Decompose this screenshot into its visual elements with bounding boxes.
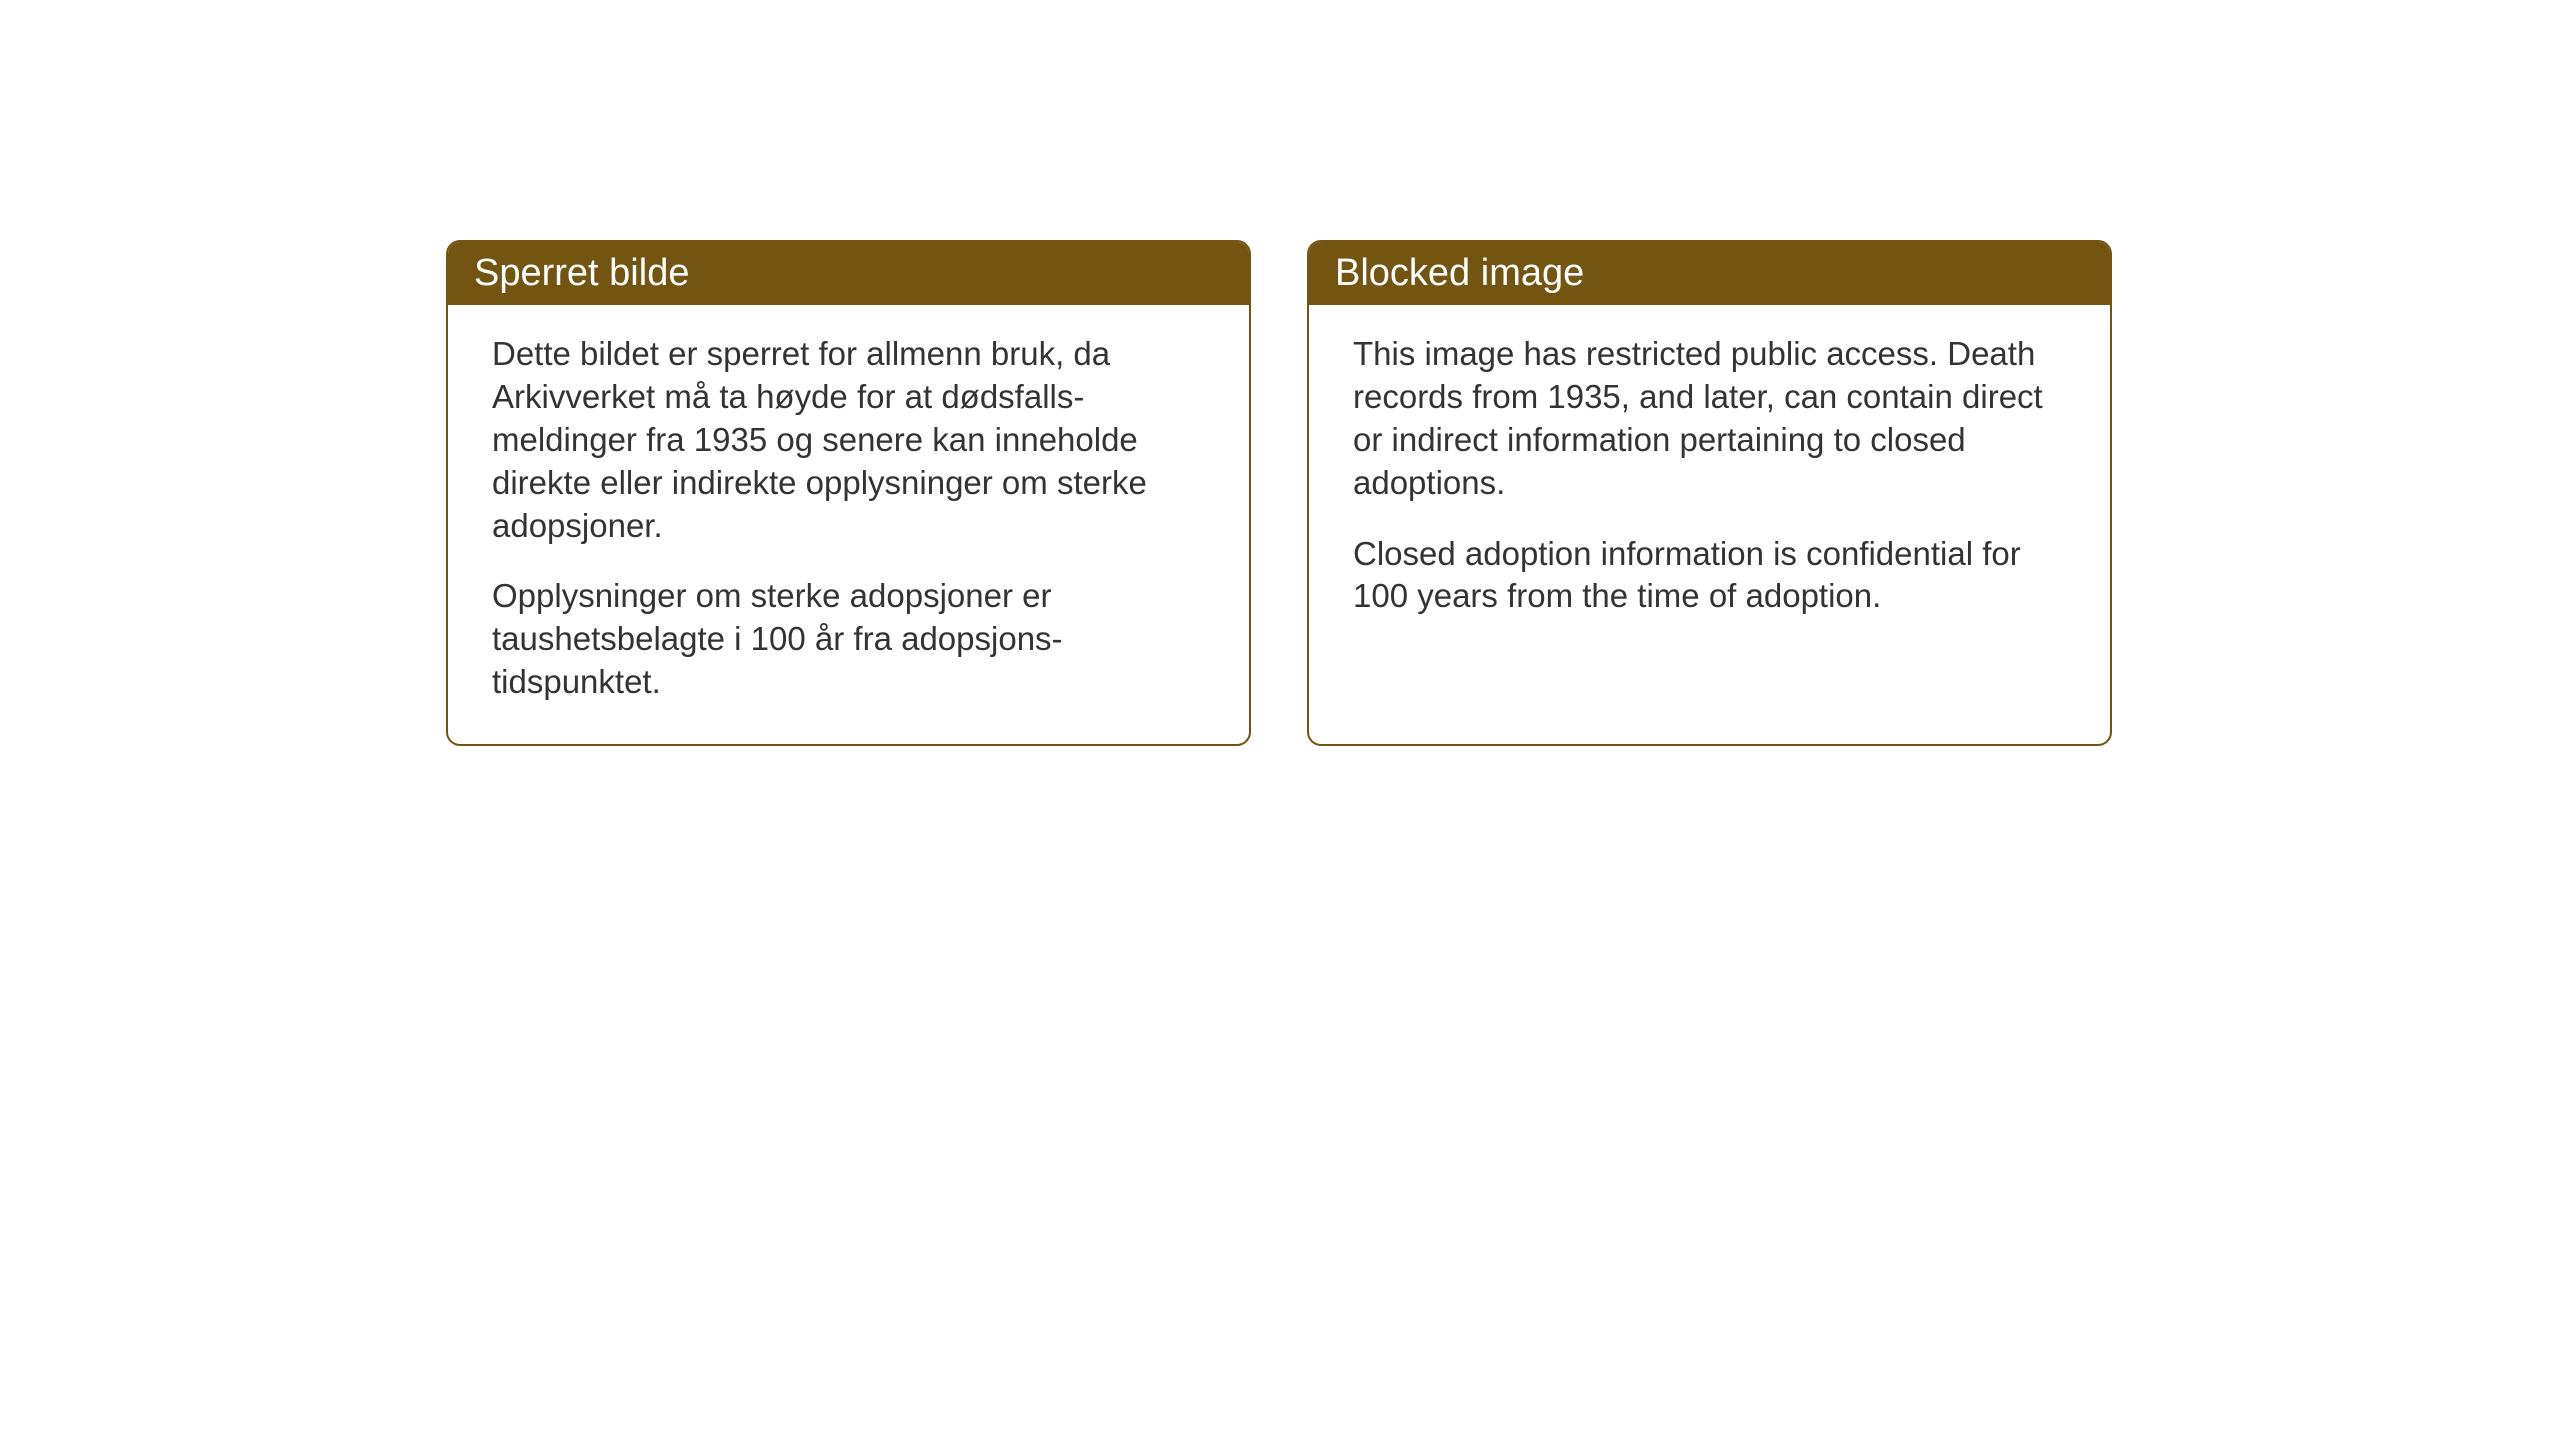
- card-header-norwegian: Sperret bilde: [448, 242, 1249, 305]
- card-paragraph1-english: This image has restricted public access.…: [1353, 333, 2066, 505]
- cards-container: Sperret bilde Dette bildet er sperret fo…: [446, 240, 2112, 746]
- card-paragraph2-norwegian: Opplysninger om sterke adopsjoner er tau…: [492, 575, 1205, 704]
- card-english: Blocked image This image has restricted …: [1307, 240, 2112, 746]
- card-title-english: Blocked image: [1335, 252, 1584, 294]
- card-body-english: This image has restricted public access.…: [1309, 305, 2110, 658]
- card-header-english: Blocked image: [1309, 242, 2110, 305]
- card-title-norwegian: Sperret bilde: [474, 252, 689, 294]
- card-norwegian: Sperret bilde Dette bildet er sperret fo…: [446, 240, 1251, 746]
- card-paragraph2-english: Closed adoption information is confident…: [1353, 533, 2066, 619]
- card-paragraph1-norwegian: Dette bildet er sperret for allmenn bruk…: [492, 333, 1205, 547]
- card-body-norwegian: Dette bildet er sperret for allmenn bruk…: [448, 305, 1249, 744]
